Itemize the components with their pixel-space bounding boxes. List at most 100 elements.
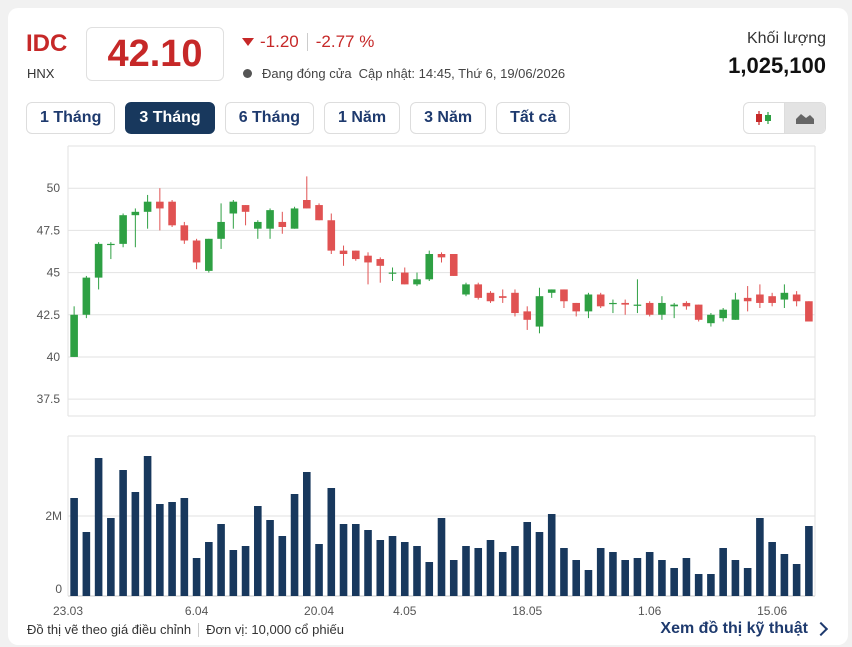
status-dot-icon <box>243 69 252 78</box>
candle-body <box>437 254 446 258</box>
divider <box>306 33 308 51</box>
volume-bar <box>560 548 568 596</box>
volume-bar <box>351 524 360 596</box>
chevron-right-icon <box>813 621 829 637</box>
volume-bar <box>658 560 666 596</box>
candle-body <box>94 243 103 278</box>
candle-body <box>682 302 691 307</box>
candle-body <box>719 309 727 319</box>
updated-time: Cập nhật: 14:45, Thứ 6, 19/06/2026 <box>358 66 566 81</box>
volume-bar <box>743 568 752 596</box>
volume-bar <box>805 526 813 596</box>
chart-footer-notes: Đồ thị vẽ theo giá điều chỉnh Đơn vị: 10… <box>27 622 344 637</box>
tab-all[interactable]: Tất cả <box>496 102 571 134</box>
volume-bar <box>498 552 507 596</box>
candle-body <box>400 272 409 285</box>
area-toggle-button[interactable] <box>784 103 825 133</box>
unit-note: Đơn vị: 10,000 cổ phiếu <box>206 622 344 637</box>
candle-body <box>535 296 544 327</box>
volume-bar <box>437 518 446 596</box>
volume-bar <box>364 530 372 596</box>
candlestick-toggle-button[interactable] <box>744 103 784 133</box>
volume-bar <box>107 518 115 596</box>
candle-body <box>339 250 348 254</box>
candle-body <box>364 255 372 263</box>
candle-body <box>609 302 617 305</box>
volume-bar <box>315 544 323 596</box>
candle-body <box>462 284 470 295</box>
candle-body <box>107 243 115 246</box>
volume-bar <box>205 542 213 596</box>
volume-value: 1,025,100 <box>728 53 826 78</box>
volume-bar <box>462 546 470 596</box>
candle-body <box>241 205 250 212</box>
volume-bar <box>535 532 544 596</box>
volume-bar <box>168 502 176 596</box>
price-tick-label: 37.5 <box>37 392 61 406</box>
tab-1-month[interactable]: 1 Tháng <box>26 102 116 134</box>
adjusted-price-note: Đồ thị vẽ theo giá điều chỉnh <box>27 622 192 637</box>
date-tick-label: 18.05 <box>512 604 542 618</box>
candle-body <box>254 221 262 229</box>
volume-bar <box>278 536 287 596</box>
tab-3-years[interactable]: 3 Năm <box>410 102 487 134</box>
candle-body <box>670 304 678 307</box>
candle-body <box>119 215 127 244</box>
candle-body <box>82 277 91 315</box>
volume-tick-label: 0 <box>55 582 62 596</box>
volume-bar <box>547 514 556 596</box>
volume-bar <box>119 470 127 596</box>
candle-body <box>168 201 176 226</box>
candle-body <box>707 314 715 324</box>
candle-body <box>425 254 434 280</box>
volume-bar <box>645 552 654 596</box>
candle-body <box>302 200 311 209</box>
price-tick-label: 47.5 <box>37 223 61 237</box>
volume-bar <box>376 540 385 596</box>
volume-bar <box>82 532 91 596</box>
volume-bar <box>449 560 458 596</box>
candle-body <box>388 272 397 274</box>
candle-body <box>584 294 593 312</box>
volume-bar <box>131 492 140 596</box>
volume-bar <box>670 568 678 596</box>
candle-body <box>266 210 274 229</box>
volume-bar <box>229 550 238 596</box>
volume-bar <box>388 536 397 596</box>
volume-bar <box>756 518 764 596</box>
down-triangle-icon <box>242 38 254 46</box>
volume-bar <box>94 458 103 596</box>
candle-body <box>351 250 360 260</box>
candle-body <box>449 254 458 276</box>
tab-6-months[interactable]: 6 Tháng <box>224 102 315 134</box>
volume-bar <box>596 548 605 596</box>
volume-bar <box>70 498 78 596</box>
volume-bar <box>584 570 593 596</box>
volume-bar <box>609 552 617 596</box>
technical-chart-link-label: Xem đồ thị kỹ thuật <box>660 620 808 637</box>
technical-chart-link[interactable]: Xem đồ thị kỹ thuật <box>660 620 829 638</box>
candle-body <box>156 201 164 209</box>
volume-bar <box>339 524 348 596</box>
candle-body <box>143 201 152 212</box>
candle-body <box>768 296 776 303</box>
candle-body <box>756 294 764 303</box>
candle-body <box>70 314 78 357</box>
candle-body <box>780 292 789 300</box>
period-tabs: 1 Tháng 3 Tháng 6 Tháng 1 Năm 3 Năm Tất … <box>26 102 580 134</box>
candlestick-icon <box>756 111 771 125</box>
chart-type-toggle <box>743 102 826 134</box>
date-tick-label: 15.06 <box>757 604 787 618</box>
volume-bar <box>486 540 495 596</box>
candle-body <box>327 220 336 251</box>
candle-body <box>315 205 323 221</box>
candle-body <box>229 201 238 214</box>
tab-1-year[interactable]: 1 Năm <box>324 102 401 134</box>
candle-body <box>572 302 581 312</box>
volume-bar <box>780 554 789 596</box>
candle-body <box>290 208 299 229</box>
status-text: Đang đóng cửa <box>262 66 352 81</box>
tab-3-months[interactable]: 3 Tháng <box>125 102 215 134</box>
volume-bar <box>523 522 532 596</box>
